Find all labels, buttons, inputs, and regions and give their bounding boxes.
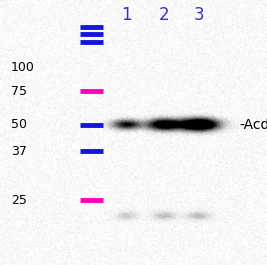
Text: 100: 100: [11, 61, 34, 74]
Text: 3: 3: [194, 6, 204, 24]
Text: 1: 1: [121, 6, 132, 24]
Text: 37: 37: [11, 144, 26, 158]
Text: 50: 50: [11, 118, 27, 131]
Text: 2: 2: [159, 6, 170, 24]
Text: 75: 75: [11, 85, 27, 98]
Text: 25: 25: [11, 193, 26, 207]
Text: -Acd1: -Acd1: [239, 118, 267, 131]
